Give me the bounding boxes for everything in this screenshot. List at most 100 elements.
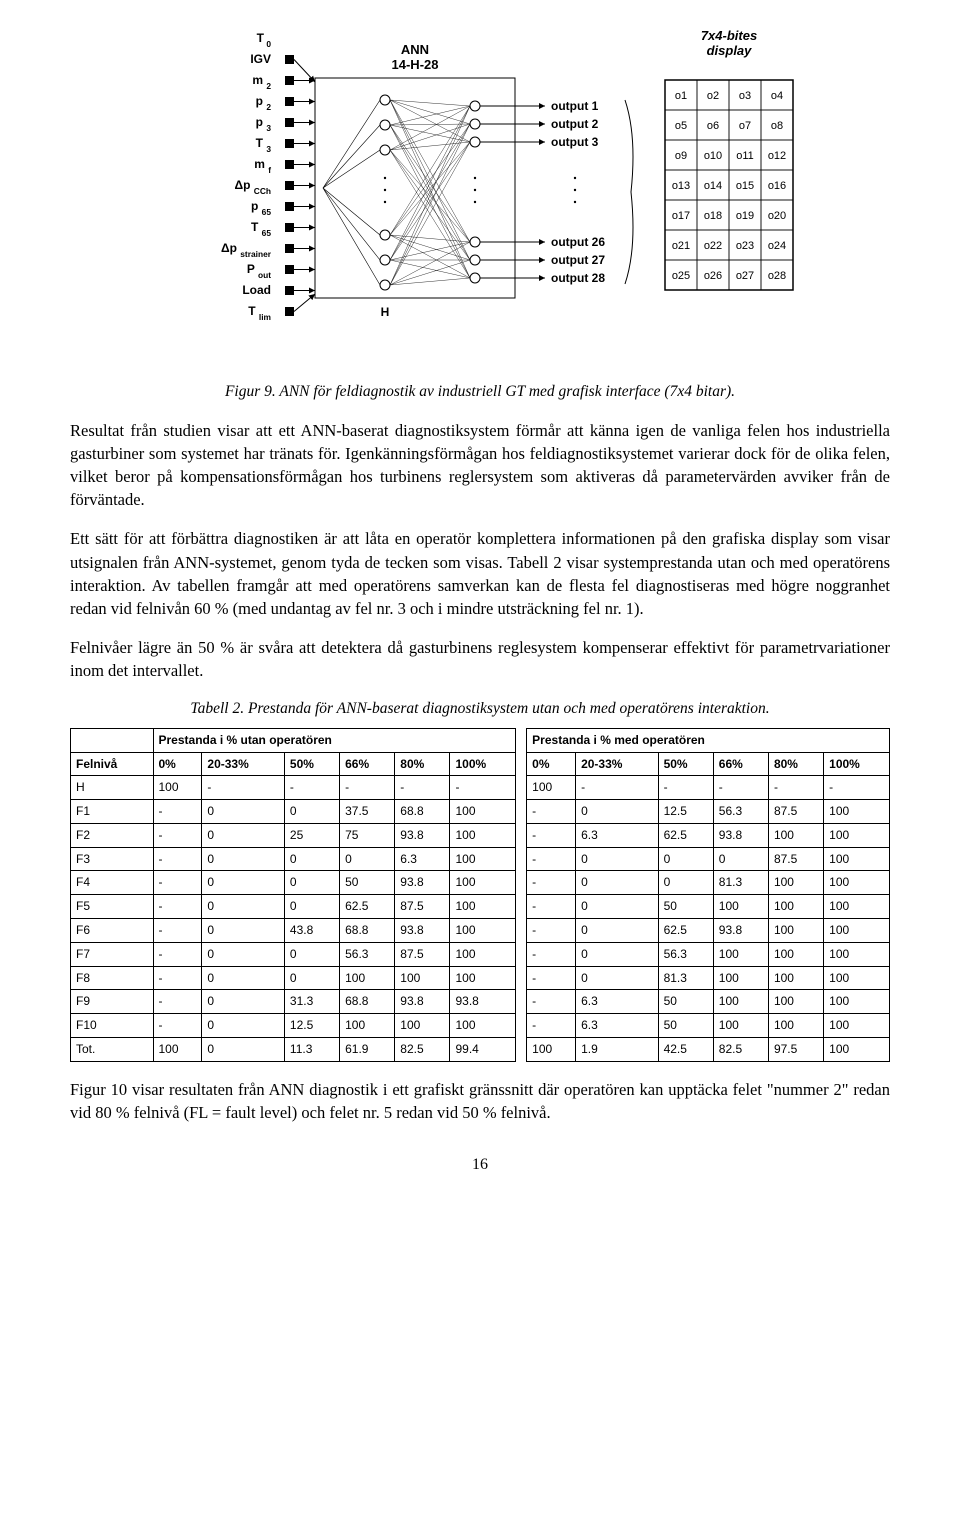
- svg-text:T 0: T 0: [257, 31, 272, 49]
- table-cell: 0: [658, 871, 713, 895]
- table-cell: 0: [576, 871, 659, 895]
- figure9-caption: Figur 9. ANN för feldiagnostik av indust…: [70, 381, 890, 403]
- table-cell: -: [202, 776, 285, 800]
- table-header-cell: 50%: [284, 752, 339, 776]
- svg-text:p 2: p 2: [256, 94, 272, 112]
- table-cell: -: [153, 823, 202, 847]
- table-cell: 68.8: [340, 919, 395, 943]
- table-cell: -: [527, 800, 576, 824]
- table-cell: -: [527, 990, 576, 1014]
- table-cell: 0: [340, 847, 395, 871]
- svg-text:o28: o28: [768, 270, 786, 282]
- table-cell: 6.3: [576, 990, 659, 1014]
- table-cell: 100: [340, 1014, 395, 1038]
- table-cell: F9: [71, 990, 154, 1014]
- table-cell: 100: [768, 895, 823, 919]
- table-cell: 97.5: [768, 1038, 823, 1062]
- svg-text:T lim: T lim: [248, 304, 271, 322]
- table-cell: -: [153, 800, 202, 824]
- table-cell: 0: [202, 1014, 285, 1038]
- table-cell: 93.8: [713, 823, 768, 847]
- table-cell: 1.9: [576, 1038, 659, 1062]
- table-cell: 0: [202, 1038, 285, 1062]
- table-cell: F3: [71, 847, 154, 871]
- table-cell: 0: [202, 919, 285, 943]
- table-cell: 0: [202, 800, 285, 824]
- table-cell: 100: [450, 942, 516, 966]
- svg-text:T 65: T 65: [251, 220, 271, 238]
- table-cell: 0: [202, 942, 285, 966]
- svg-text:o24: o24: [768, 240, 786, 252]
- table-cell: 68.8: [340, 990, 395, 1014]
- table-cell: 100: [713, 966, 768, 990]
- table-cell: F10: [71, 1014, 154, 1038]
- table-cell: 87.5: [395, 895, 450, 919]
- performance-table: Prestanda i % utan operatören Prestanda i…: [70, 728, 890, 1062]
- svg-text:o13: o13: [672, 180, 690, 192]
- table-cell: 25: [284, 823, 339, 847]
- table-cell: 93.8: [395, 990, 450, 1014]
- table-header-cell: 100%: [450, 752, 516, 776]
- svg-text:output 2: output 2: [551, 117, 599, 131]
- table-cell: 11.3: [284, 1038, 339, 1062]
- table-cell: 56.3: [658, 942, 713, 966]
- svg-text:o1: o1: [675, 90, 687, 102]
- table-cell: -: [768, 776, 823, 800]
- table-cell: 81.3: [713, 871, 768, 895]
- table-cell: -: [824, 776, 890, 800]
- svg-text:o2: o2: [707, 90, 719, 102]
- table-cell: 100: [824, 800, 890, 824]
- svg-text:m f: m f: [254, 157, 271, 175]
- table-cell: 0: [576, 942, 659, 966]
- table-header-cell: [71, 728, 154, 752]
- table-cell: -: [527, 942, 576, 966]
- table-cell: 93.8: [713, 919, 768, 943]
- table-cell: 82.5: [713, 1038, 768, 1062]
- page-number: 16: [70, 1154, 890, 1176]
- table-cell: 0: [202, 871, 285, 895]
- table-cell: F6: [71, 919, 154, 943]
- svg-text:o17: o17: [672, 210, 690, 222]
- svg-text:m 2: m 2: [252, 73, 271, 91]
- table-cell: 56.3: [713, 800, 768, 824]
- table-cell: F1: [71, 800, 154, 824]
- table-cell: H: [71, 776, 154, 800]
- svg-text:o26: o26: [704, 270, 722, 282]
- table-cell: 100: [450, 871, 516, 895]
- table-cell: 37.5: [340, 800, 395, 824]
- svg-text:o25: o25: [672, 270, 690, 282]
- table-cell: 61.9: [340, 1038, 395, 1062]
- table-header-cell: 20-33%: [576, 752, 659, 776]
- svg-text:Δp strainer: Δp strainer: [221, 241, 272, 259]
- svg-text:output 26: output 26: [551, 235, 605, 249]
- table-cell: -: [658, 776, 713, 800]
- svg-text:output 27: output 27: [551, 253, 605, 267]
- table-cell: 100: [824, 895, 890, 919]
- table-cell: 100: [450, 895, 516, 919]
- table-cell: 0: [713, 847, 768, 871]
- svg-text:output 1: output 1: [551, 99, 599, 113]
- svg-text:H: H: [381, 305, 390, 319]
- svg-text:o22: o22: [704, 240, 722, 252]
- table-header-cell: Prestanda i % med operatören: [527, 728, 890, 752]
- svg-text:7x4-bites: 7x4-bites: [701, 28, 757, 43]
- table-cell: 75: [340, 823, 395, 847]
- table-cell: 100: [768, 942, 823, 966]
- table-cell: 100: [527, 776, 576, 800]
- svg-text:o10: o10: [704, 150, 722, 162]
- table-header-cell: 0%: [527, 752, 576, 776]
- table-cell: 100: [340, 966, 395, 990]
- svg-text:Δp CCh: Δp CCh: [234, 178, 271, 196]
- table-header-cell: 80%: [768, 752, 823, 776]
- table-cell: 100: [527, 1038, 576, 1062]
- svg-text:IGV: IGV: [250, 52, 271, 66]
- table-cell: -: [153, 895, 202, 919]
- svg-text:o6: o6: [707, 120, 719, 132]
- svg-text:Load: Load: [242, 283, 271, 297]
- table-cell: 50: [340, 871, 395, 895]
- table-cell: 62.5: [658, 919, 713, 943]
- table-cell: 0: [202, 823, 285, 847]
- table-cell: 100: [824, 942, 890, 966]
- table-header-cell: Prestanda i % utan operatören: [153, 728, 516, 752]
- table-cell: Tot.: [71, 1038, 154, 1062]
